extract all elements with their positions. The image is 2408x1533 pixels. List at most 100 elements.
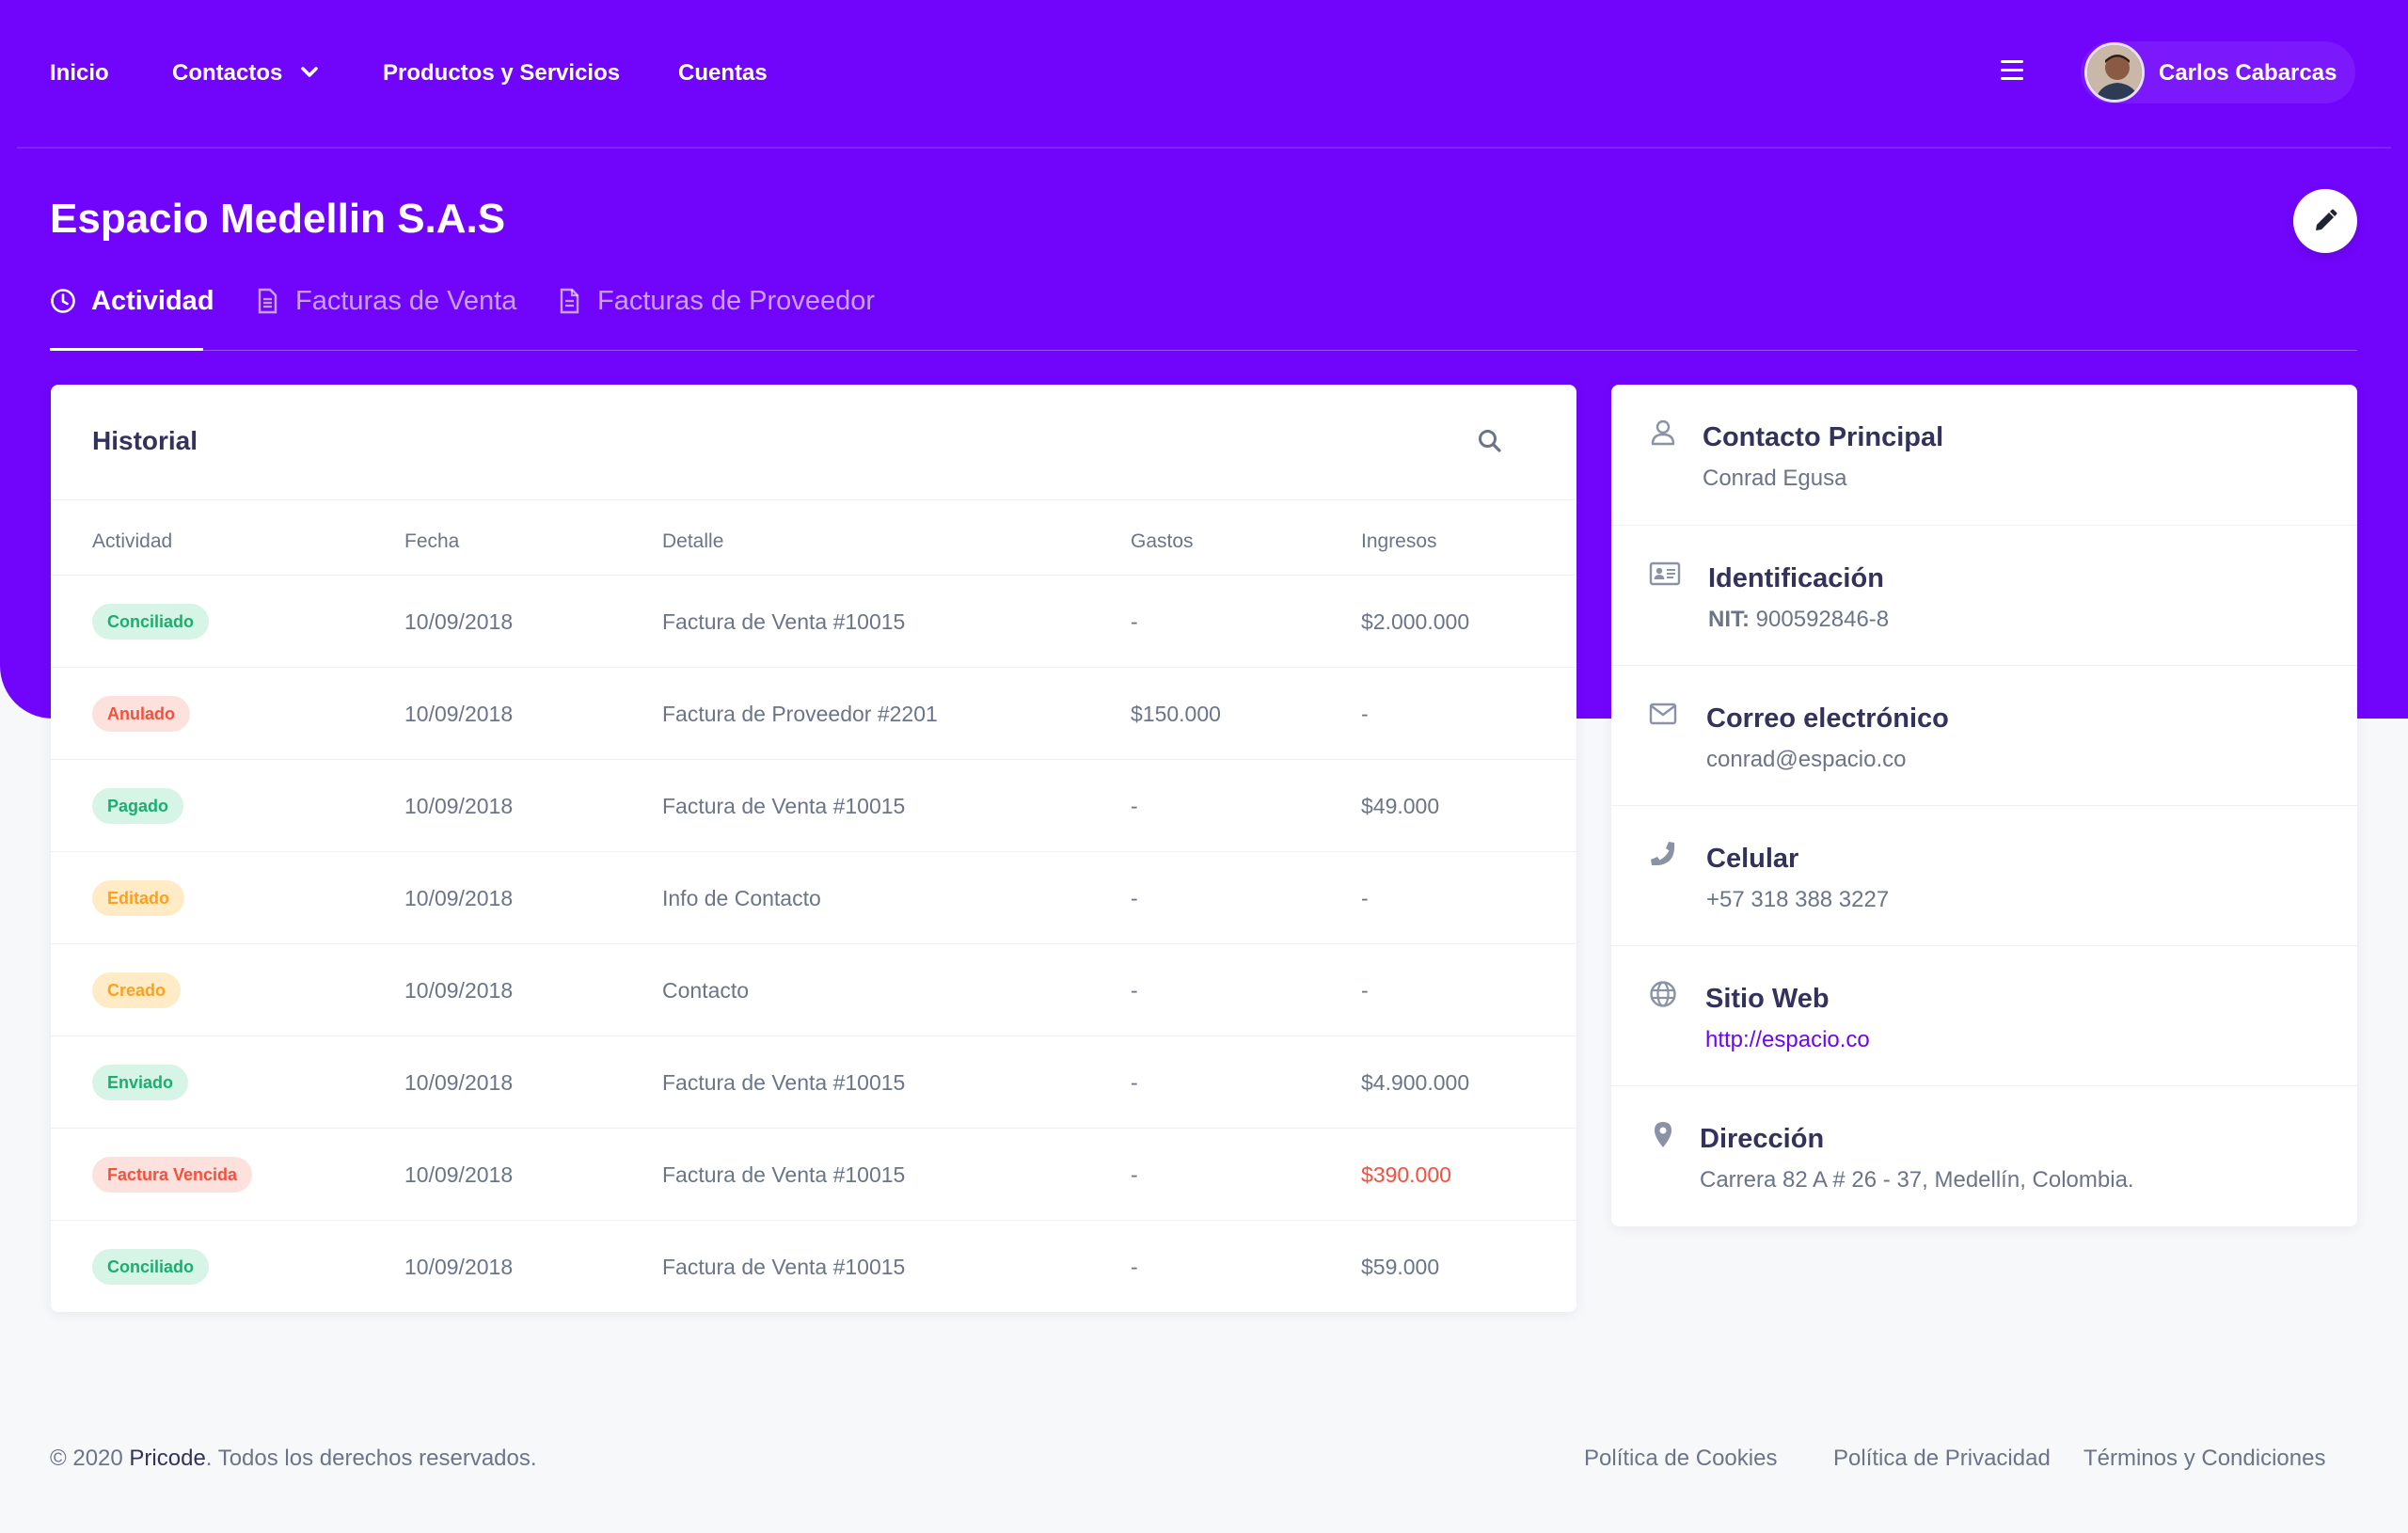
info-value: Carrera 82 A # 26 - 37, Medellín, Colomb… <box>1700 1167 2134 1193</box>
column-header-detalle: Detalle <box>662 530 724 552</box>
table-row[interactable]: Factura Vencida 10/09/2018 Factura de Vent… <box>51 1128 1576 1220</box>
info-label: Sitio Web <box>1705 984 1830 1014</box>
info-correo: Correo electrónico conrad@espacio.co <box>1611 665 2357 805</box>
info-label: Dirección <box>1700 1124 1825 1154</box>
edit-button[interactable] <box>2293 189 2357 253</box>
id-card-icon <box>1649 561 1681 586</box>
expense-cell: - <box>1131 1070 1138 1095</box>
info-celular: Celular +57 318 388 3227 <box>1611 805 2357 945</box>
footer-brand-link[interactable]: Pricode <box>129 1446 206 1471</box>
table-row[interactable]: Conciliado 10/09/2018 Factura de Venta #10… <box>51 575 1576 667</box>
history-card: Historial Actividad Fecha Detalle Gastos… <box>51 385 1576 1312</box>
info-label: Contacto Principal <box>1703 422 1944 452</box>
top-navbar: Inicio Contactos Productos y Servicios C… <box>0 0 2408 147</box>
info-label: Correo electrónico <box>1706 703 1949 734</box>
footer-link-cookies[interactable]: Política de Cookies <box>1584 1446 1778 1471</box>
info-value[interactable]: conrad@espacio.co <box>1706 747 1907 772</box>
detail-cell: Factura de Proveedor #2201 <box>662 702 938 726</box>
tab-label: Facturas de Venta <box>295 286 517 316</box>
footer-copyright: © 2020 Pricode. Todos los derechos reser… <box>50 1441 537 1477</box>
info-value: NIT: 900592846-8 <box>1708 603 1889 637</box>
user-name[interactable]: Carlos Cabarcas <box>2159 60 2337 86</box>
footer-link-terminos[interactable]: Términos y Condiciones <box>2083 1446 2326 1471</box>
document-icon <box>560 288 579 314</box>
table-row[interactable]: Editado 10/09/2018 Info de Contacto - - <box>51 851 1576 943</box>
hamburger-menu-icon[interactable] <box>2001 60 2023 81</box>
expense-cell: - <box>1131 1162 1138 1187</box>
tab-actividad[interactable]: Actividad <box>50 280 219 322</box>
nav-item-cuentas[interactable]: Cuentas <box>678 60 768 86</box>
footer-link-privacidad[interactable]: Política de Privacidad <box>1833 1446 2051 1471</box>
search-icon[interactable] <box>1477 428 1503 454</box>
table-row[interactable]: Anulado 10/09/2018 Factura de Proveedor #2… <box>51 667 1576 759</box>
contact-info-card: Contacto Principal Conrad Egusa Identifi… <box>1611 385 2357 1226</box>
table-row[interactable]: Conciliado 10/09/2018 Factura de Venta #10… <box>51 1220 1576 1312</box>
date-cell: 10/09/2018 <box>404 1255 514 1279</box>
info-sitio-web: Sitio Web http://espacio.co <box>1611 945 2357 1085</box>
expense-cell: - <box>1131 1255 1138 1279</box>
column-header-fecha: Fecha <box>404 530 460 552</box>
header-divider <box>51 499 1576 500</box>
status-badge: Creado <box>92 972 182 1008</box>
info-identificacion: Identificación NIT: 900592846-8 <box>1611 525 2357 665</box>
status-badge: Pagado <box>92 788 184 824</box>
table-row[interactable]: Pagado 10/09/2018 Factura de Venta #10015 -… <box>51 759 1576 851</box>
expense-cell: - <box>1131 609 1138 634</box>
expense-cell: - <box>1131 794 1138 818</box>
tabs-divider <box>50 350 2357 351</box>
detail-cell: Contacto <box>662 978 750 1003</box>
info-label: Celular <box>1706 844 1799 874</box>
chevron-down-icon[interactable] <box>299 58 320 87</box>
copyright-year: © 2020 <box>50 1446 123 1471</box>
nav-divider <box>17 147 2391 149</box>
status-badge: Conciliado <box>92 604 210 640</box>
info-label: Identificación <box>1708 563 1884 593</box>
column-header-actividad: Actividad <box>92 530 173 552</box>
pencil-icon <box>2316 209 2337 230</box>
income-cell: $2.000.000 <box>1361 609 1470 634</box>
expense-cell: - <box>1131 886 1138 910</box>
tab-label: Actividad <box>91 286 214 316</box>
income-cell: $4.900.000 <box>1361 1070 1470 1095</box>
info-value: Conrad Egusa <box>1703 466 1847 491</box>
date-cell: 10/09/2018 <box>404 978 514 1003</box>
nit-prefix: NIT: <box>1708 607 1750 632</box>
nit-number: 900592846-8 <box>1755 607 1890 632</box>
status-badge: Anulado <box>92 696 190 732</box>
column-header-gastos: Gastos <box>1131 530 1194 552</box>
detail-cell: Info de Contacto <box>662 886 821 910</box>
table-row[interactable]: Enviado 10/09/2018 Factura de Venta #10015… <box>51 1035 1576 1128</box>
detail-cell: Factura de Venta #10015 <box>662 1255 906 1279</box>
income-cell: - <box>1361 702 1369 726</box>
nav-item-contactos[interactable]: Contactos <box>172 60 283 86</box>
website-link[interactable]: http://espacio.co <box>1705 1027 1870 1052</box>
info-direccion: Dirección Carrera 82 A # 26 - 37, Medell… <box>1611 1085 2357 1225</box>
income-cell: $390.000 <box>1361 1162 1451 1187</box>
table-row[interactable]: Creado 10/09/2018 Contacto - - <box>51 943 1576 1035</box>
date-cell: 10/09/2018 <box>404 886 514 910</box>
nav-item-productos[interactable]: Productos y Servicios <box>383 60 621 86</box>
income-cell: $49.000 <box>1361 794 1440 818</box>
history-title: Historial <box>92 426 198 455</box>
income-cell: $59.000 <box>1361 1255 1440 1279</box>
detail-cell: Factura de Venta #10015 <box>662 794 906 818</box>
status-badge: Conciliado <box>92 1249 210 1285</box>
date-cell: 10/09/2018 <box>404 1070 514 1095</box>
expense-cell: - <box>1131 978 1138 1003</box>
status-badge: Editado <box>92 880 184 916</box>
copyright-text: . Todos los derechos reservados. <box>205 1446 537 1471</box>
invoice-icon <box>258 288 277 314</box>
status-badge: Enviado <box>92 1065 189 1100</box>
detail-cell: Factura de Venta #10015 <box>662 1162 906 1187</box>
tab-label: Facturas de Proveedor <box>597 286 875 316</box>
tab-facturas-venta[interactable]: Facturas de Venta <box>254 280 536 322</box>
tab-facturas-proveedor[interactable]: Facturas de Proveedor <box>556 280 876 322</box>
clock-icon <box>51 289 75 313</box>
expense-cell: $150.000 <box>1131 702 1221 726</box>
date-cell: 10/09/2018 <box>404 609 514 634</box>
avatar[interactable] <box>2084 42 2145 103</box>
info-value[interactable]: +57 318 388 3227 <box>1706 887 1890 912</box>
globe-icon <box>1650 981 1676 1007</box>
nav-item-inicio[interactable]: Inicio <box>50 60 109 86</box>
income-cell: - <box>1361 978 1369 1003</box>
